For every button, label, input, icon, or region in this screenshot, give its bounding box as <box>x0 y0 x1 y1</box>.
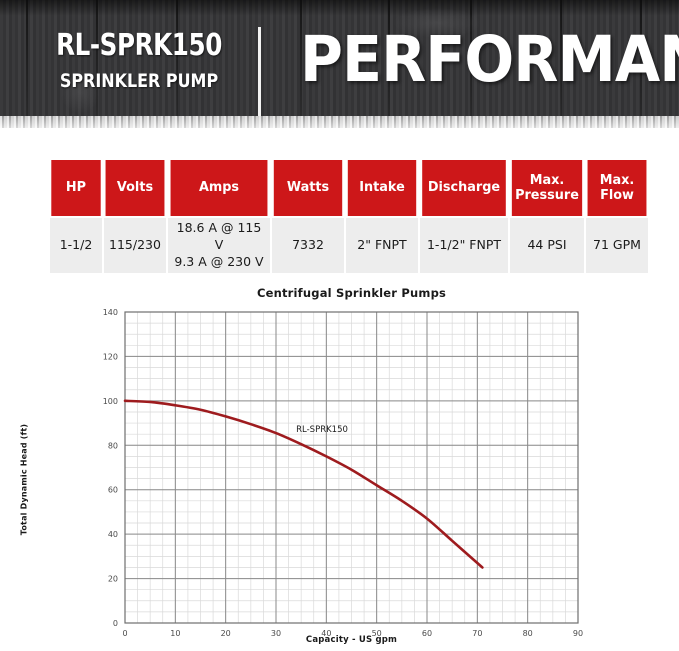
wood-plank-seam <box>96 0 98 128</box>
wood-plank-seam <box>388 0 390 128</box>
cell-hp: 1-1/2 <box>50 218 102 273</box>
svg-text:20: 20 <box>221 629 231 638</box>
cell-intake: 2" FNPT <box>346 218 418 273</box>
column-header-amps: Amps <box>170 160 268 216</box>
axis-tick-labels: 0 10 20 30 40 50 60 70 80 90 0 20 40 60 80 100 120 140 <box>103 308 583 638</box>
svg-text:90: 90 <box>573 629 583 638</box>
svg-text:80: 80 <box>523 629 533 638</box>
svg-text:40: 40 <box>321 629 331 638</box>
performance-banner: RL-SPRK150 SPRINKLER PUMP PERFORMANCE <box>0 0 679 128</box>
banner-divider <box>258 27 261 119</box>
model-number: RL-SPRK150 <box>56 28 222 63</box>
cell-volts: 115/230 <box>104 218 166 273</box>
series-curve <box>123 399 484 569</box>
spec-table-container: HP Volts Amps Watts Intake Discharge Max… <box>48 158 648 275</box>
wood-knot <box>60 70 100 114</box>
chart-x-axis-label: Capacity - US gpm <box>305 635 398 645</box>
wood-plank-seam <box>300 0 302 128</box>
column-header-discharge: Discharge <box>422 160 506 216</box>
banner-top-shadow <box>0 0 679 16</box>
svg-text:40: 40 <box>108 530 118 539</box>
wood-plank-seam <box>640 0 642 128</box>
svg-text:0: 0 <box>113 619 118 628</box>
cell-amps: 18.6 A @ 115 V 9.3 A @ 230 V <box>168 218 270 273</box>
svg-text:120: 120 <box>103 352 118 361</box>
plot-frame <box>124 311 579 624</box>
wood-plank-seam <box>176 0 178 128</box>
svg-text:80: 80 <box>108 441 118 450</box>
svg-text:100: 100 <box>103 397 118 406</box>
cell-max-pressure: 44 PSI <box>510 218 584 273</box>
page-title: PERFORMANCE <box>300 23 679 96</box>
table-header-row: HP Volts Amps Watts Intake Discharge Max… <box>50 160 648 216</box>
wood-knot <box>392 8 482 38</box>
model-subtitle: SPRINKLER PUMP <box>59 69 219 92</box>
wood-plank-seam <box>26 0 28 128</box>
svg-text:20: 20 <box>108 575 118 584</box>
column-header-watts: Watts <box>273 160 343 216</box>
wood-plank-seam <box>470 0 472 128</box>
table-row: 1-1/2 115/230 18.6 A @ 115 V 9.3 A @ 230… <box>50 218 648 273</box>
svg-text:60: 60 <box>108 486 118 495</box>
column-header-max-flow: Max. Flow <box>587 160 647 216</box>
minor-gridlines <box>124 311 579 624</box>
cell-discharge: 1-1/2" FNPT <box>420 218 508 273</box>
wood-plank-seam <box>560 0 562 128</box>
cell-watts: 7332 <box>272 218 344 273</box>
chart-plot-svg: 0 10 20 30 40 50 60 70 80 90 0 20 40 60 80 100 120 140 RL… <box>103 308 583 638</box>
column-header-max-pressure: Max. Pressure <box>511 160 583 216</box>
column-header-hp: HP <box>51 160 101 216</box>
svg-text:50: 50 <box>372 629 382 638</box>
cell-max-flow: 71 GPM <box>586 218 648 273</box>
specifications-table: HP Volts Amps Watts Intake Discharge Max… <box>48 158 650 275</box>
column-header-volts: Volts <box>105 160 165 216</box>
svg-text:60: 60 <box>422 629 432 638</box>
model-block: RL-SPRK150 SPRINKLER PUMP <box>34 30 244 93</box>
svg-text:70: 70 <box>472 629 482 638</box>
series-annotation: RL-SPRK150 <box>296 425 348 435</box>
svg-text:30: 30 <box>271 629 281 638</box>
banner-bottom-band <box>0 116 679 128</box>
svg-text:0: 0 <box>122 629 127 638</box>
chart-title: Centrifugal Sprinkler Pumps <box>256 286 447 300</box>
series-label: RL-SPRK150 <box>296 425 348 435</box>
svg-text:140: 140 <box>103 308 118 317</box>
svg-text:10: 10 <box>170 629 180 638</box>
performance-chart: Centrifugal Sprinkler Pumps Total Dynami… <box>0 280 679 651</box>
column-header-intake: Intake <box>347 160 417 216</box>
